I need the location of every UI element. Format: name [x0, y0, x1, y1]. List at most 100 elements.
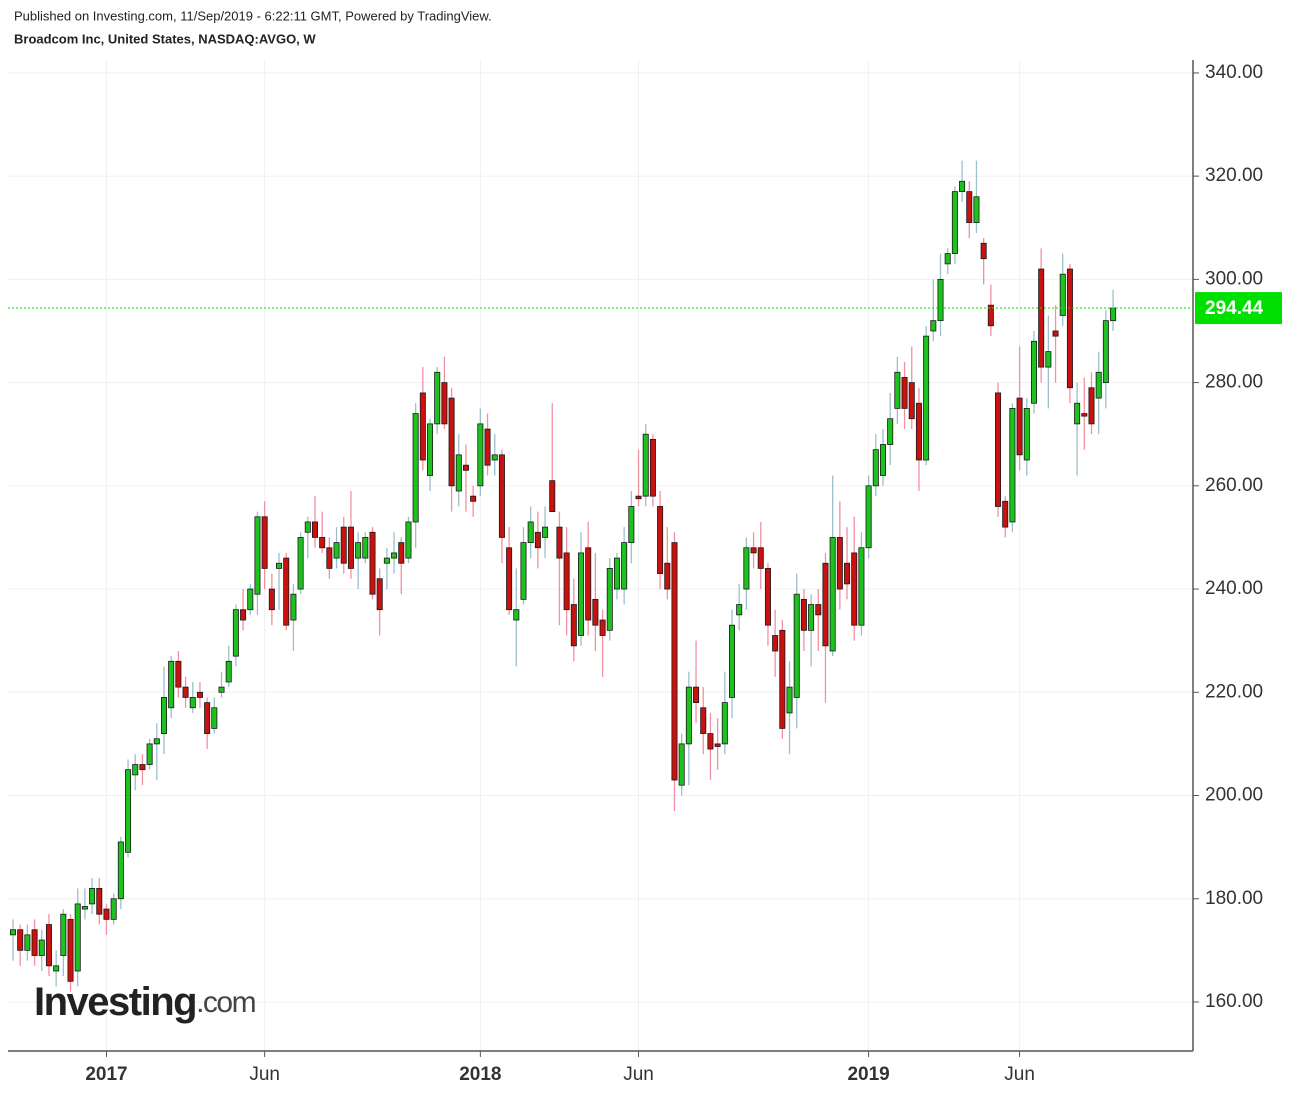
candle-body	[937, 278, 944, 322]
candle-body	[714, 743, 721, 747]
candle-body	[38, 939, 45, 956]
candle-body	[513, 609, 520, 621]
x-tick-label: Jun	[1004, 1064, 1035, 1085]
y-tick-label: 320.00	[1205, 165, 1263, 186]
candle-body	[930, 320, 937, 332]
candle-body	[1002, 500, 1009, 528]
candle-body	[369, 531, 376, 595]
candle-body	[53, 965, 60, 972]
candle-body	[427, 423, 434, 476]
candles	[9, 160, 1117, 992]
candle-body	[383, 557, 390, 564]
candle-body	[829, 537, 836, 652]
candle-body	[599, 619, 606, 636]
candle-body	[24, 934, 31, 951]
candle-body	[31, 929, 38, 956]
candle-body	[915, 402, 922, 461]
candle-body	[549, 480, 556, 513]
candle-body	[887, 418, 894, 445]
candle-body	[800, 598, 807, 631]
candle-body	[750, 547, 757, 554]
candle-body	[96, 888, 103, 915]
candle-body	[606, 568, 613, 631]
candle-body	[247, 588, 254, 611]
candle-body	[1066, 268, 1073, 389]
candle-body	[851, 552, 858, 626]
candle-body	[772, 635, 779, 652]
candle-body	[757, 547, 764, 569]
x-tick-label: Jun	[249, 1064, 280, 1085]
candle-body	[391, 552, 398, 559]
candle-body	[146, 743, 153, 765]
candle-body	[642, 433, 649, 497]
candle-body	[218, 686, 225, 693]
candle-body	[844, 562, 851, 585]
candle-body	[462, 464, 469, 471]
candle-body	[973, 196, 980, 223]
x-tick-label: Jun	[623, 1064, 654, 1085]
candle-body	[678, 743, 685, 786]
candle-body	[822, 562, 829, 647]
candle-body	[455, 454, 462, 492]
candle-body	[376, 578, 383, 611]
candle-body	[506, 547, 513, 611]
candle-body	[520, 542, 527, 600]
candle-body	[556, 526, 563, 559]
candle-body	[879, 444, 886, 476]
candle-body	[743, 547, 750, 590]
y-tick-label: 240.00	[1205, 578, 1263, 599]
price-label-bg	[1195, 292, 1282, 325]
candle-body	[808, 604, 815, 631]
candle-body	[872, 449, 879, 487]
candle-body	[139, 764, 146, 771]
candle-body	[470, 495, 477, 502]
candle-body	[951, 191, 958, 254]
candle-body	[311, 521, 318, 538]
candle-body	[649, 438, 656, 497]
candle-body	[621, 542, 628, 590]
candle-body	[527, 521, 534, 543]
candle-body	[1045, 351, 1052, 368]
candle-body	[700, 707, 707, 734]
candle-body	[1009, 407, 1016, 523]
candle-body	[764, 568, 771, 626]
candle-body	[261, 516, 268, 569]
candle-body	[9, 929, 16, 936]
candle-body	[441, 382, 448, 425]
candle-body	[60, 913, 67, 956]
y-tick-label: 200.00	[1205, 785, 1263, 806]
candle-body	[240, 609, 247, 621]
candle-body	[304, 521, 311, 533]
candle-body	[232, 609, 239, 657]
candle-body	[1030, 340, 1037, 404]
candle-body	[563, 552, 570, 611]
candle-body	[204, 702, 211, 734]
candle-body	[132, 764, 139, 776]
x-tick-label: 2017	[85, 1064, 127, 1085]
candle-body	[498, 454, 505, 538]
candle-body	[153, 738, 160, 745]
candle-body	[67, 918, 74, 982]
candle-body	[865, 485, 872, 549]
candle-body	[160, 697, 167, 734]
candle-body	[45, 924, 52, 967]
candle-body	[1095, 371, 1102, 399]
candle-body	[693, 686, 700, 704]
chart-title: Broadcom Inc, United States, NASDAQ:AVGO…	[14, 31, 316, 46]
candle-body	[405, 521, 412, 559]
grid	[8, 60, 1193, 1051]
candle-body	[175, 660, 182, 688]
candle-body	[17, 929, 24, 951]
candle-body	[592, 598, 599, 626]
candle-body	[74, 903, 81, 972]
y-tick-label: 220.00	[1205, 681, 1263, 702]
candle-body	[225, 660, 232, 683]
candle-body	[671, 542, 678, 781]
y-tick-label: 300.00	[1205, 268, 1263, 289]
candle-body	[894, 371, 901, 409]
candle-body	[1059, 273, 1066, 316]
candle-body	[793, 593, 800, 698]
candle-body	[125, 769, 132, 853]
candle-body	[484, 428, 491, 466]
candle-body	[268, 588, 275, 611]
